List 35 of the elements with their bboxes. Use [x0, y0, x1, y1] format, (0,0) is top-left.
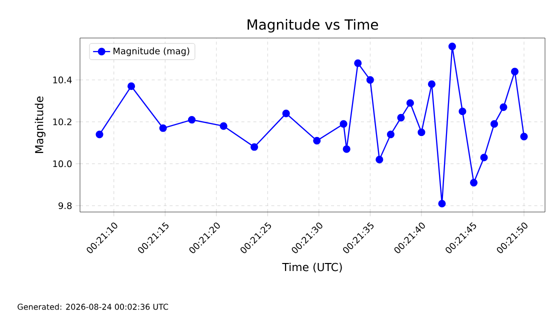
point: [480, 154, 488, 162]
x-axis-title: Time (UTC): [282, 262, 342, 272]
point: [282, 110, 290, 118]
point: [448, 42, 456, 50]
point: [188, 116, 196, 124]
point: [250, 143, 258, 151]
y-tick-label: 10.0: [53, 160, 72, 168]
point: [386, 130, 394, 138]
y-tick-label: 10.2: [53, 118, 72, 126]
point: [366, 76, 374, 84]
legend-label: Magnitude (mag): [114, 47, 190, 56]
point: [500, 103, 508, 111]
point: [470, 178, 478, 186]
point: [428, 80, 436, 88]
point: [342, 145, 350, 153]
point: [220, 122, 228, 130]
point: [127, 82, 136, 90]
point: [438, 200, 446, 208]
y-tick-label: 9.8: [58, 202, 72, 210]
y-tick-label: 10.4: [53, 76, 72, 84]
point: [510, 68, 519, 76]
point: [159, 124, 167, 132]
point: [490, 120, 498, 128]
point: [313, 136, 321, 145]
point: [418, 128, 426, 136]
point: [354, 59, 362, 67]
y-axis-title: Magnitude: [34, 96, 46, 153]
chart-title: Magnitude vs Time: [248, 19, 378, 33]
point: [520, 132, 528, 140]
point: [458, 108, 466, 116]
point: [406, 99, 414, 107]
point: [376, 156, 384, 164]
point: [397, 114, 405, 122]
point: [340, 120, 348, 128]
point: [96, 130, 104, 138]
